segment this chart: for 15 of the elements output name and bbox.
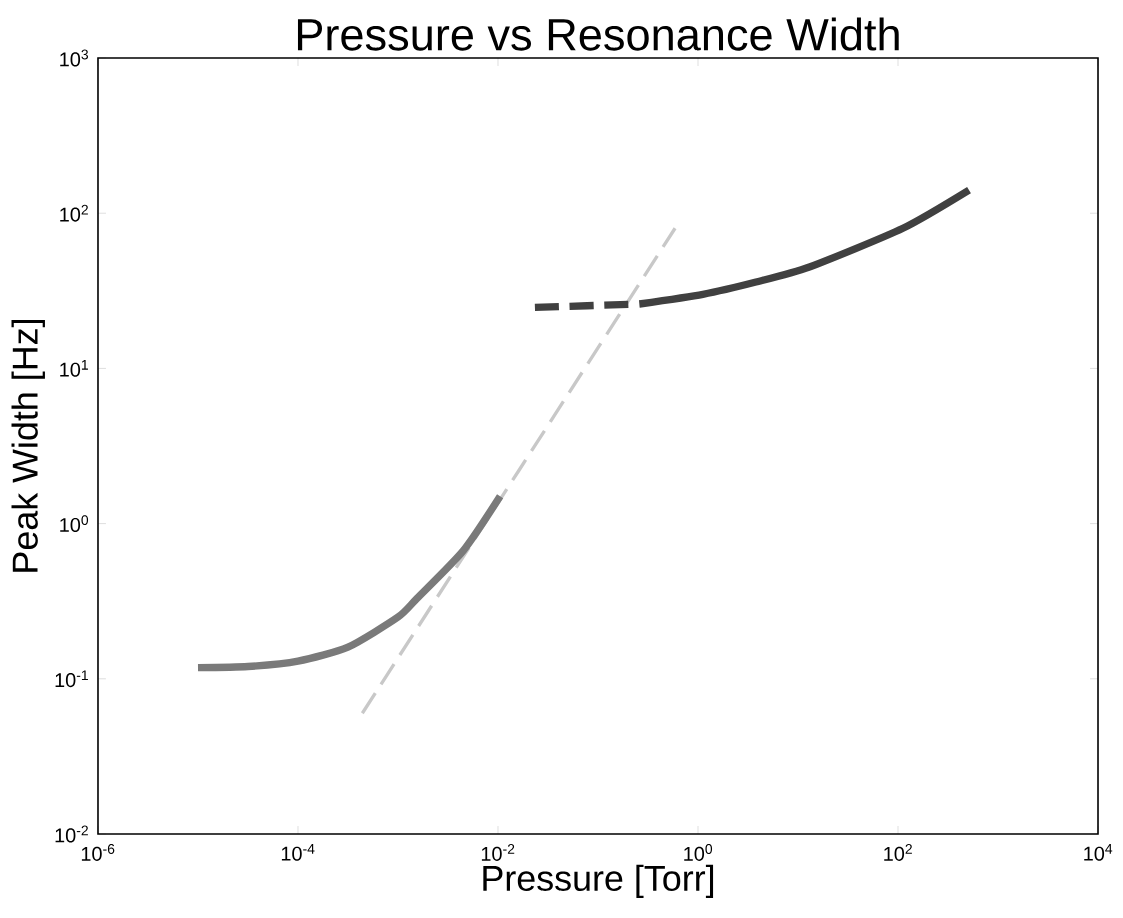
chart-title: Pressure vs Resonance Width [297,17,899,51]
y-tick-label: 10$^{2}$ [60,204,88,222]
y-tick-label: 10$^{0}$ [60,515,89,533]
x-tick-label: 10$^{0}$ [684,844,713,861]
y-tick-label: 10$^{-1}$ [55,670,88,688]
y-tick-label: 10$^{1}$ [60,360,88,377]
x-tick-label: 10$^{-2}$ [481,844,515,861]
y-axis-title: Peak Width [Hz] [11,320,45,572]
y-tick-label: 10$^{3}$ [60,49,89,67]
x-tick-label: 10$^{2}$ [884,844,912,861]
x-tick-label: 10$^{4}$ [1084,844,1113,861]
y-tick-label: 10$^{-2}$ [55,825,88,843]
x-tick-label: 10$^{-6}$ [81,844,115,861]
x-tick-label: 10$^{-4}$ [281,844,315,861]
x-axis-title: Pressure [Torr] [483,864,714,899]
